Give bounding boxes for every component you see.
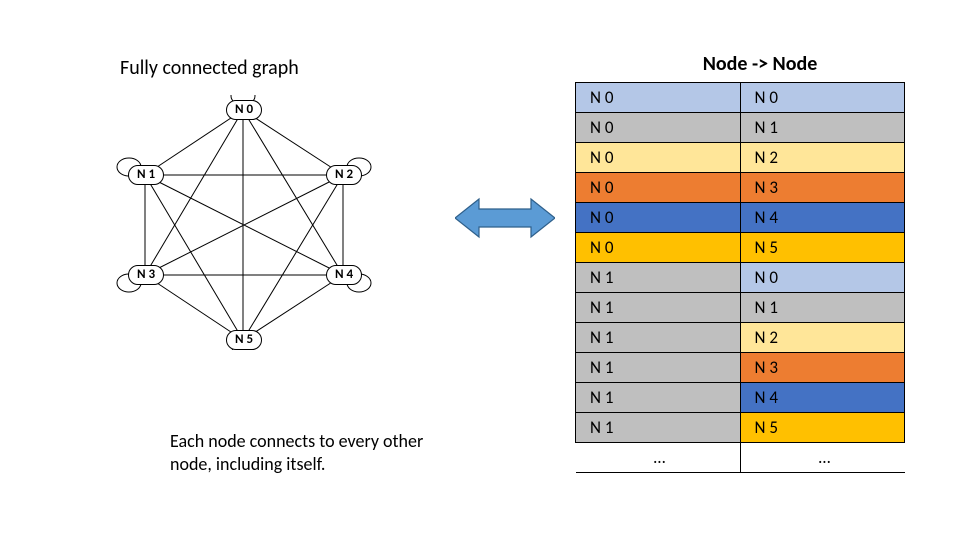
table-row: N 1N 5 [576, 413, 905, 443]
cell-from: N 1 [576, 323, 741, 353]
cell-to: … [740, 443, 905, 473]
graph-edge [145, 275, 243, 340]
graph-self-loop [117, 158, 141, 176]
cell-to: N 0 [740, 83, 905, 113]
cell-to: N 3 [740, 173, 905, 203]
graph-edge [145, 110, 243, 175]
cell-from: N 0 [576, 173, 741, 203]
graph-svg [98, 95, 388, 350]
caption: Each node connects to every other node, … [170, 430, 430, 475]
graph-title: Fully connected graph [120, 56, 299, 80]
cell-from: N 1 [576, 383, 741, 413]
table-row: N 0N 2 [576, 143, 905, 173]
graph-self-loop [347, 274, 371, 292]
cell-to: N 1 [740, 293, 905, 323]
cell-from: N 1 [576, 353, 741, 383]
table-row: …… [576, 443, 905, 473]
cell-from: N 0 [576, 203, 741, 233]
cell-from: N 0 [576, 233, 741, 263]
table-row: N 0N 5 [576, 233, 905, 263]
graph-edge [243, 275, 343, 340]
table-row: N 1N 1 [576, 293, 905, 323]
table-row: N 0N 4 [576, 203, 905, 233]
cell-to: N 3 [740, 353, 905, 383]
table-row: N 1N 2 [576, 323, 905, 353]
cell-from: N 0 [576, 143, 741, 173]
cell-to: N 5 [740, 233, 905, 263]
table-row: N 0N 1 [576, 113, 905, 143]
cell-to: N 0 [740, 263, 905, 293]
cell-to: N 2 [740, 143, 905, 173]
cell-from: N 0 [576, 113, 741, 143]
cell-from: N 1 [576, 263, 741, 293]
table-title: Node -> Node [630, 52, 890, 76]
adjacency-table: N 0N 0N 0N 1N 0N 2N 0N 3N 0N 4N 0N 5N 1N… [575, 82, 905, 473]
table-row: N 1N 3 [576, 353, 905, 383]
graph-edge [243, 110, 343, 175]
graph-panel: N 0N 1N 2N 3N 4N 5 [98, 95, 388, 350]
cell-from: N 0 [576, 83, 741, 113]
graph-self-loop [347, 158, 371, 176]
graph-self-loop [231, 95, 255, 105]
table-row: N 1N 0 [576, 263, 905, 293]
table-row: N 0N 0 [576, 83, 905, 113]
cell-to: N 5 [740, 413, 905, 443]
bidirectional-arrow-icon [455, 195, 555, 241]
cell-from: … [576, 443, 741, 473]
table-row: N 0N 3 [576, 173, 905, 203]
cell-from: N 1 [576, 293, 741, 323]
cell-to: N 2 [740, 323, 905, 353]
cell-from: N 1 [576, 413, 741, 443]
graph-self-loop [117, 274, 141, 292]
cell-to: N 4 [740, 203, 905, 233]
cell-to: N 1 [740, 113, 905, 143]
cell-to: N 4 [740, 383, 905, 413]
table-row: N 1N 4 [576, 383, 905, 413]
graph-self-loop [231, 345, 255, 350]
